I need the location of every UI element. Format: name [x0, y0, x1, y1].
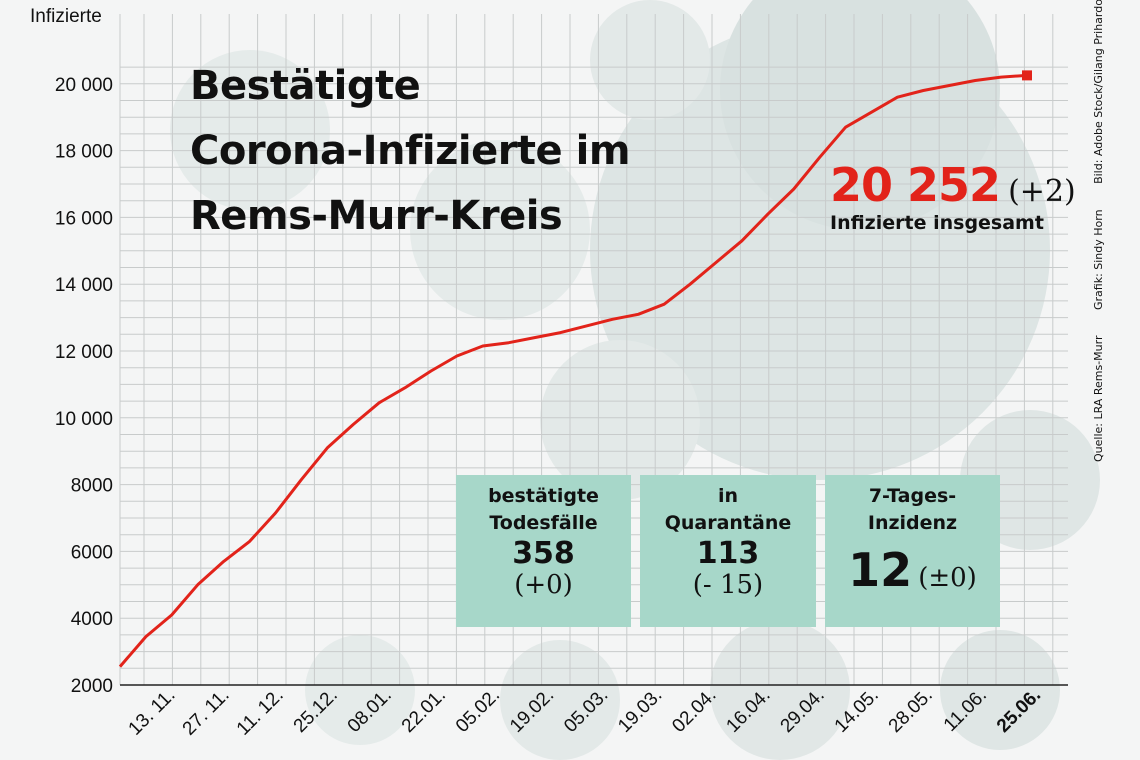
credits: Quelle: LRA Rems-Murr Grafik: Sindy Horn… [1092, 0, 1105, 462]
x-tick-label: 19.03. [614, 685, 666, 737]
y-tick-label: 8000 [71, 476, 113, 497]
y-tick-label: 10 000 [55, 409, 113, 430]
total-callout: 20 252 (+2) Infizierte insgesamt [830, 158, 1080, 234]
x-tick-label: 13. 11. [125, 685, 180, 740]
incidence-label-line-1: 7-Tages- [868, 485, 957, 507]
title-line-3: Rems-Murr-Kreis [190, 193, 563, 239]
credit-image: Bild: Adobe Stock/Gilang Prihardono [1092, 0, 1105, 184]
deaths-label-line-2: Todesfälle [489, 512, 598, 534]
y-axis-label: Infizierte [30, 6, 102, 27]
incidence-value: 12 [848, 543, 913, 597]
x-tick-label: 27. 11. [179, 685, 234, 740]
title-line-1: Bestätigte [190, 63, 421, 109]
y-tick-label: 6000 [71, 542, 113, 563]
total-value: 20 252 [830, 158, 1001, 212]
total-change: (+2) [1008, 174, 1076, 209]
deaths-label-line-1: bestätigte [488, 485, 599, 507]
quarantine-change: (- 15) [692, 570, 764, 600]
x-tick-label: 28.05. [885, 685, 937, 737]
incidence-box: 7-Tages- Inzidenz 12 (±0) [825, 475, 1000, 627]
chart-title: Bestätigte Corona-Infizierte im Rems-Mur… [190, 54, 631, 249]
title-line-2: Corona-Infizierte im [190, 128, 631, 174]
quarantine-label-line-2: Quarantäne [664, 512, 792, 534]
y-tick-label: 2000 [71, 676, 113, 697]
y-tick-label: 20 000 [55, 75, 113, 96]
x-tick-label: 02.04. [668, 685, 720, 737]
x-tick-label: 05.02. [452, 685, 504, 737]
total-label: Infizierte insgesamt [830, 212, 1044, 234]
incidence-change: (±0) [918, 563, 977, 593]
y-tick-label: 14 000 [55, 275, 113, 296]
y-tick-label: 12 000 [55, 342, 113, 363]
y-tick-label: 16 000 [55, 208, 113, 229]
y-axis-ticks: 2000 4000 6000 8000 10 000 12 000 14 000 16 000… [55, 75, 113, 697]
incidence-label-line-2: Inzidenz [867, 512, 958, 534]
deaths-box: bestätigte Todesfälle 358 (+0) [456, 475, 631, 627]
credit-graphic: Grafik: Sindy Horn [1092, 209, 1105, 311]
y-tick-label: 4000 [71, 609, 113, 630]
deaths-change: (+0) [514, 570, 573, 600]
quarantine-label-line-1: in [717, 485, 739, 507]
infected-series-line [118, 73, 1028, 668]
quarantine-box: in Quarantäne 113 (- 15) [640, 475, 816, 627]
deaths-value: 358 [512, 536, 575, 571]
quarantine-value: 113 [696, 536, 760, 571]
latest-value-marker [1022, 70, 1032, 81]
credit-source: Quelle: LRA Rems-Murr [1092, 335, 1105, 462]
x-tick-label: 11. 12. [233, 685, 288, 740]
y-tick-label: 18 000 [55, 142, 113, 163]
